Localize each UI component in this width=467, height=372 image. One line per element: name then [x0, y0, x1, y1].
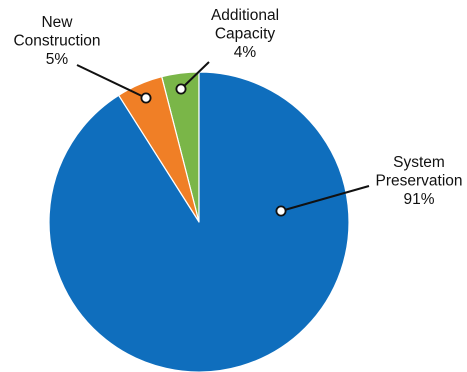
callout-marker-new-construction: [140, 92, 152, 104]
value-label-additional-capacity: 4%: [234, 44, 257, 61]
callout-marker-system-preservation: [275, 205, 287, 217]
value-label-system-preservation: 91%: [403, 191, 434, 208]
slice-label-new-construction: New: [41, 14, 73, 31]
slice-label-system-preservation: Preservation: [375, 173, 462, 190]
leader-line-system-preservation: [280, 185, 370, 212]
leader-line-additional-capacity: [180, 61, 210, 90]
slice-label-new-construction: Construction: [13, 33, 100, 50]
slice-label-system-preservation: System: [393, 154, 445, 171]
value-label-new-construction: 5%: [46, 51, 69, 68]
slice-label-additional-capacity: Capacity: [215, 26, 276, 43]
slice-label-additional-capacity: Additional: [211, 7, 279, 24]
leader-line-new-construction: [76, 64, 147, 99]
callout-marker-additional-capacity: [175, 83, 187, 95]
pie-slice-system-preservation: [48, 71, 350, 372]
